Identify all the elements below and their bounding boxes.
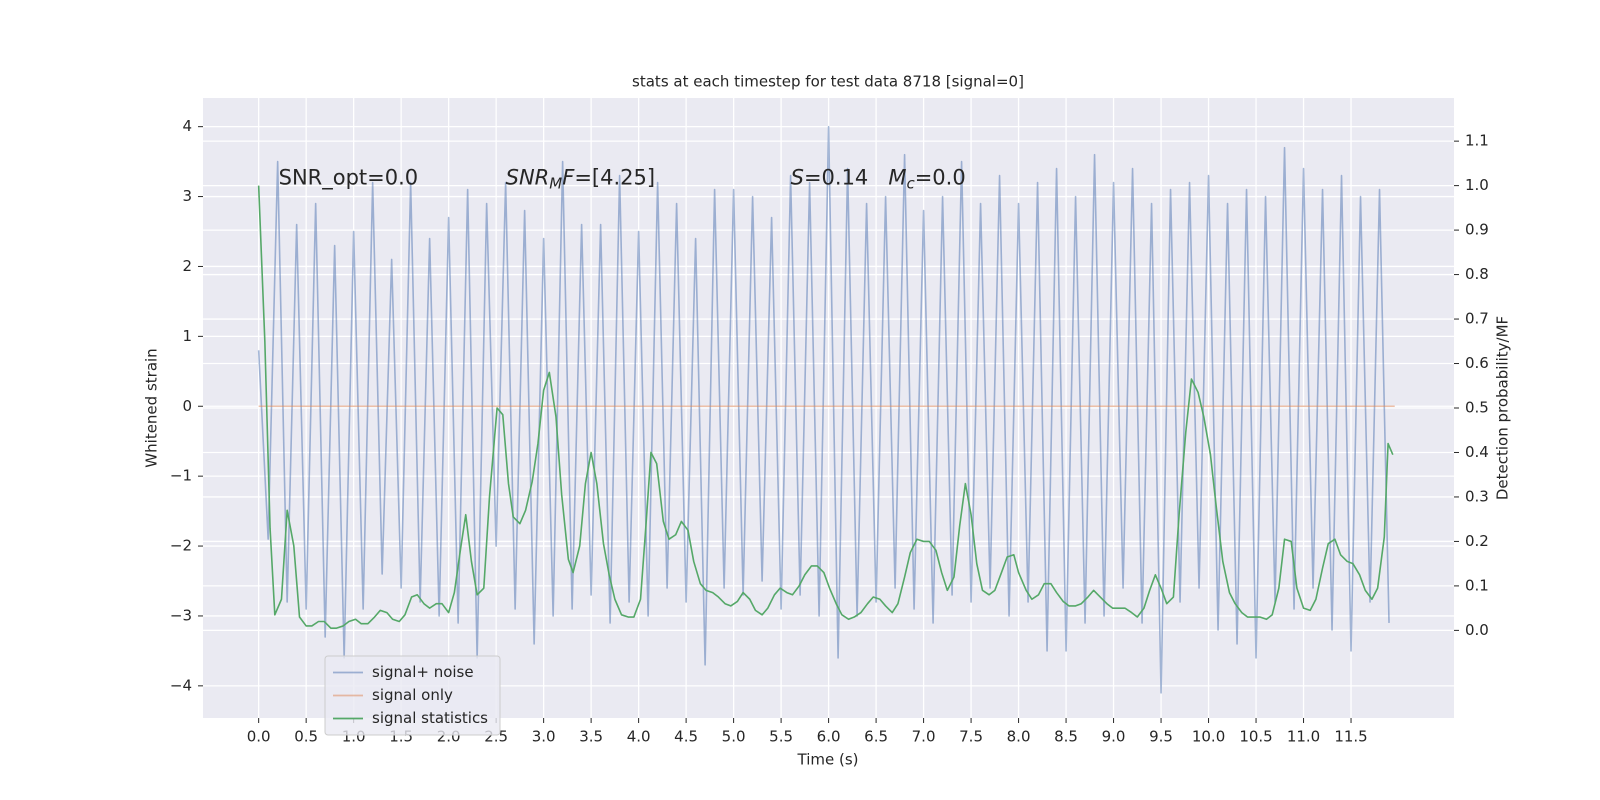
x-tick-label: 5.5 xyxy=(769,728,793,746)
annotation-part: =0.0 xyxy=(915,165,966,189)
x-tick-label: 8.5 xyxy=(1054,728,1078,746)
annotation-part: SNR xyxy=(506,165,550,189)
x-tick-label: 11.5 xyxy=(1334,728,1367,746)
series-line xyxy=(257,125,1390,694)
y2-tick-label: 0.2 xyxy=(1465,532,1489,550)
x-tick-label: 4.0 xyxy=(627,728,651,746)
x-tick-label: 3.5 xyxy=(579,728,603,746)
y-tick-label: −4 xyxy=(170,676,192,694)
chart-title: stats at each timestep for test data 871… xyxy=(632,73,1024,91)
y-tick-label: 2 xyxy=(182,257,192,275)
annotation-part: SNR_opt=0.0 xyxy=(279,165,419,190)
legend: signal+ noise signal only signal statistic… xyxy=(324,655,501,736)
y2-tick-label: 0.9 xyxy=(1465,221,1489,239)
x-tick-label: 7.0 xyxy=(912,728,936,746)
x-tick-label: 10.0 xyxy=(1192,728,1225,746)
y-axis-label: Whitened strain xyxy=(143,348,161,467)
x-tick-label: 8.0 xyxy=(1007,728,1031,746)
y2-tick-label: 0.0 xyxy=(1465,621,1489,639)
legend-label: signal+ noise xyxy=(372,663,474,681)
series-line xyxy=(257,185,1394,629)
annotation-part: F xyxy=(562,165,575,189)
y2-tick-label: 0.3 xyxy=(1465,487,1489,505)
annotation-part: =0.14 xyxy=(804,165,888,189)
x-tick-label: 6.0 xyxy=(817,728,841,746)
x-tick-label: 7.5 xyxy=(959,728,983,746)
x-axis-label: Time (s) xyxy=(797,751,859,769)
y-tick-label: 3 xyxy=(182,187,192,205)
y2-tick-label: 0.1 xyxy=(1465,576,1489,594)
annotation: S=0.14 Mc=0.0 xyxy=(791,165,966,192)
annotation-part: c xyxy=(906,174,915,192)
y-tick-label: −3 xyxy=(170,606,192,624)
y-tick-label: 4 xyxy=(182,117,192,135)
legend-label: signal only xyxy=(372,686,453,704)
x-tick-label: 0.5 xyxy=(294,728,318,746)
y2-tick-label: 0.8 xyxy=(1465,265,1489,283)
y2-tick-label: 0.6 xyxy=(1465,354,1489,372)
x-tick-label: 10.5 xyxy=(1239,728,1272,746)
x-tick-label: 0.0 xyxy=(247,728,271,746)
y-tick-label: 0 xyxy=(182,397,192,415)
x-tick-label: 5.0 xyxy=(722,728,746,746)
y2-tick-label: 0.5 xyxy=(1465,399,1489,417)
legend-label: signal statistics xyxy=(372,709,488,727)
annotation-part: M xyxy=(549,174,562,192)
annotation-part: =[4.25] xyxy=(574,165,655,189)
legend-box xyxy=(324,655,501,736)
y-tick-label: 1 xyxy=(182,327,192,345)
annotation-part: M xyxy=(888,165,906,189)
y2-tick-label: 1.0 xyxy=(1465,176,1489,194)
x-tick-label: 9.0 xyxy=(1102,728,1126,746)
y2-tick-label: 0.4 xyxy=(1465,443,1489,461)
annotation-part: S xyxy=(791,165,804,189)
y-tick-label: −2 xyxy=(170,537,192,555)
annotation: SNRMF=[4.25] xyxy=(506,165,655,192)
x-tick-label: 4.5 xyxy=(674,728,698,746)
y2-axis-label: Detection probability/MF xyxy=(1494,316,1512,500)
x-tick-label: 11.0 xyxy=(1287,728,1320,746)
annotation: SNR_opt=0.0 xyxy=(279,165,419,190)
y2-tick-label: 1.1 xyxy=(1465,132,1489,150)
x-tick-label: 3.0 xyxy=(532,728,556,746)
x-tick-label: 6.5 xyxy=(864,728,888,746)
x-tick-label: 9.5 xyxy=(1149,728,1173,746)
y-tick-label: −1 xyxy=(170,467,192,485)
y2-tick-label: 0.7 xyxy=(1465,310,1489,328)
